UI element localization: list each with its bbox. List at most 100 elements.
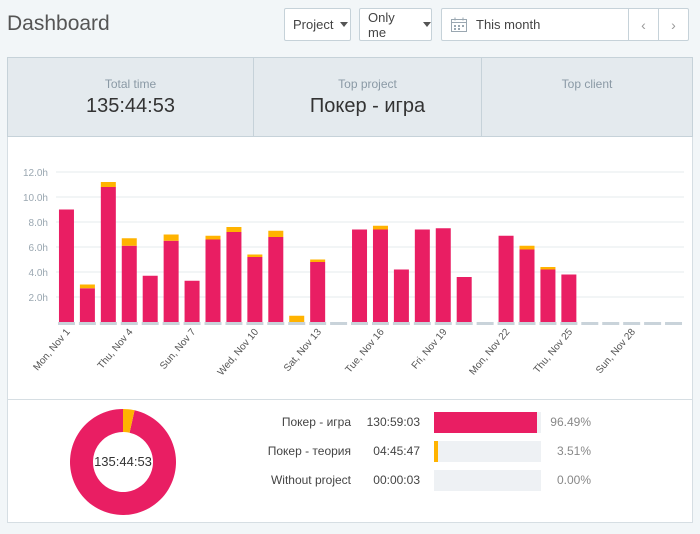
legend-duration: 00:00:03 (373, 473, 420, 487)
bar-segment-secondary[interactable] (289, 315, 305, 322)
y-tick-label: 8.0h (29, 218, 48, 229)
bar-segment-primary[interactable] (247, 257, 263, 322)
next-period-button[interactable]: › (658, 9, 688, 40)
project-filter-dropdown[interactable]: Project (284, 8, 351, 41)
user-filter-dropdown[interactable]: Only me (359, 8, 432, 41)
day-baseline (225, 322, 243, 325)
bar-segment-secondary[interactable] (268, 230, 284, 237)
bar-segment-primary[interactable] (163, 240, 179, 322)
page-title: Dashboard (7, 12, 110, 35)
bar-segment-primary[interactable] (561, 274, 577, 323)
bar-segment-primary[interactable] (268, 237, 284, 322)
bar-segment-primary[interactable] (456, 277, 472, 322)
day-baseline (309, 322, 327, 325)
day-baseline (623, 322, 641, 325)
bar-segment-primary[interactable] (58, 209, 74, 323)
x-tick-label: Sun, Nov 28 (594, 327, 638, 377)
donut-slice-primary[interactable] (69, 409, 176, 515)
day-baseline (581, 322, 599, 325)
legend-project-name: Покер - теория (267, 444, 351, 458)
day-baseline (288, 322, 306, 325)
bar-segment-secondary[interactable] (100, 182, 116, 187)
donut-center-label: 135:44:53 (94, 454, 152, 469)
x-tick-label: Sat, Nov 13 (282, 327, 324, 374)
y-tick-label: 10.0h (23, 193, 48, 204)
bar-segment-primary[interactable] (435, 228, 451, 322)
calendar-icon (451, 17, 467, 32)
day-baseline (518, 322, 536, 325)
day-baseline (57, 322, 75, 325)
day-baseline (602, 322, 620, 325)
legend-progress-fill (434, 411, 538, 433)
bar-segment-secondary[interactable] (205, 235, 221, 240)
bar-segment-primary[interactable] (79, 288, 95, 322)
bar-segment-primary[interactable] (226, 232, 242, 322)
legend-project-name: Покер - игра (281, 415, 351, 429)
donut-slice-secondary[interactable] (123, 409, 135, 433)
day-baseline (183, 322, 201, 325)
legend-progress-bar (434, 469, 541, 491)
x-tick-label: Tue, Nov 16 (344, 327, 387, 376)
day-baseline (204, 322, 222, 325)
legend-progress-bar (434, 411, 541, 433)
x-tick-label: Mon, Nov 1 (31, 327, 73, 374)
date-range-picker[interactable]: This month ‹ › (441, 8, 689, 41)
y-tick-label: 2.0h (29, 293, 48, 304)
bar-segment-primary[interactable] (519, 249, 535, 323)
legend-project-name: Without project (270, 473, 351, 487)
legend-progress-fill (434, 440, 439, 462)
legend-row: Покер - теория 04:45:47 3.51% (251, 440, 591, 462)
bar-segment-primary[interactable] (100, 187, 116, 322)
bar-segment-secondary[interactable] (519, 245, 535, 250)
total-time-card: Total time 135:44:53 (8, 58, 254, 136)
day-baseline (665, 322, 683, 325)
charts-panel: 2.0h 4.0h 6.0h 8.0h 10.0h 12.0h Mon, Nov 1 Thu,… (7, 137, 693, 523)
bar-segment-primary[interactable] (310, 262, 326, 322)
bar-segment-primary[interactable] (142, 275, 158, 322)
top-project-card: Top project Покер - игра (254, 58, 482, 136)
day-baseline (455, 322, 473, 325)
previous-period-button[interactable]: ‹ (628, 9, 658, 40)
bar-segment-secondary[interactable] (79, 284, 95, 289)
bar-segment-secondary[interactable] (310, 259, 326, 263)
y-tick-label: 6.0h (29, 243, 48, 254)
bar-segment-primary[interactable] (352, 229, 368, 323)
legend-percent: 3.51% (556, 444, 591, 458)
bar-segment-secondary[interactable] (247, 254, 263, 258)
bar-segment-secondary[interactable] (372, 225, 388, 230)
chevron-right-icon: › (671, 16, 676, 33)
day-baseline (78, 322, 96, 325)
bar-segment-primary[interactable] (498, 235, 514, 322)
bar-segment-primary[interactable] (372, 229, 388, 323)
day-baseline (371, 322, 389, 325)
bar-segment-primary[interactable] (414, 229, 430, 323)
bar-segment-primary[interactable] (540, 269, 556, 323)
bar-segment-secondary[interactable] (540, 267, 556, 270)
day-baseline (413, 322, 431, 325)
x-tick-label: Thu, Nov 25 (532, 327, 576, 376)
top-project-label: Top project (338, 77, 397, 91)
bar-segment-secondary[interactable] (163, 234, 179, 241)
bar-segment-secondary[interactable] (121, 238, 137, 246)
day-baseline (330, 322, 348, 325)
bar-segment-primary[interactable] (393, 269, 409, 323)
date-range-label: This month (476, 17, 541, 32)
legend-percent: 96.49% (550, 415, 591, 429)
x-tick-label: Fri, Nov 19 (410, 327, 450, 372)
bar-segment-primary[interactable] (184, 280, 200, 322)
top-project-value: Покер - игра (309, 95, 426, 117)
day-baseline (392, 322, 410, 325)
day-baseline (99, 322, 117, 325)
legend-duration: 130:59:03 (366, 415, 420, 429)
day-baseline (476, 322, 494, 325)
bar-segment-primary[interactable] (121, 245, 137, 322)
day-baseline (162, 322, 180, 325)
day-baseline (497, 322, 515, 325)
day-baseline (267, 322, 285, 325)
total-time-label: Total time (104, 77, 157, 91)
day-baseline (644, 322, 662, 325)
bar-segment-secondary[interactable] (226, 227, 242, 232)
x-tick-label: Mon, Nov 22 (467, 327, 512, 378)
bar-segment-primary[interactable] (205, 239, 221, 323)
summary-bar: Total time 135:44:53 Top project Покер -… (7, 57, 693, 137)
